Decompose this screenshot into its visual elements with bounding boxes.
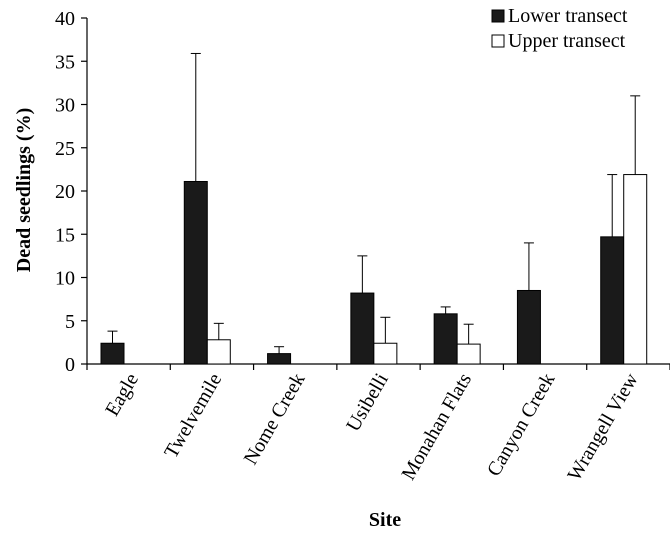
y-tick-label: 5 [65, 311, 75, 333]
bar-lower [267, 353, 292, 365]
x-category-labels: Eagle Twelvemile Nome Creek Usibelli Monahan… [101, 369, 643, 485]
bar-upper [206, 339, 231, 365]
y-tick-label: 20 [55, 181, 75, 203]
bar-lower [600, 236, 625, 365]
y-tick-label: 10 [55, 268, 75, 290]
y-tick-label: 40 [55, 8, 75, 30]
y-ticks: 0 5 10 15 20 25 30 35 40 [55, 8, 87, 376]
bar-lower [183, 180, 208, 365]
bar-lower [350, 292, 375, 365]
x-category-label: Canyon Creek [483, 370, 560, 481]
y-tick-label: 25 [55, 138, 75, 160]
bar-upper [456, 343, 481, 365]
error-bars [107, 52, 641, 354]
legend-label-lower: Lower transect [508, 5, 628, 27]
bars [100, 174, 648, 365]
x-category-label: Twelvemile [160, 369, 226, 462]
x-category-label: Usibelli [342, 369, 393, 435]
legend-swatch-lower [491, 9, 505, 23]
legend-swatch-upper [491, 34, 505, 48]
y-tick-label: 35 [55, 51, 75, 73]
x-category-label: Wrangell View [563, 369, 643, 485]
x-category-label: Nome Creek [240, 370, 310, 469]
bar-upper [623, 174, 648, 365]
bar-lower [433, 313, 458, 365]
y-axis-title: Dead seedlings (%) [13, 108, 35, 272]
x-axis-title: Site [369, 509, 401, 531]
y-tick-label: 0 [65, 354, 75, 376]
legend-label-upper: Upper transect [508, 30, 626, 52]
x-category-label: Monahan Flats [397, 369, 476, 484]
bar-lower [100, 342, 125, 365]
bar-lower [516, 289, 541, 365]
bar-upper [373, 342, 398, 365]
y-tick-label: 15 [55, 224, 75, 246]
axes [86, 18, 670, 370]
y-tick-label: 30 [55, 95, 75, 117]
legend: Lower transect Upper transect [491, 5, 628, 52]
x-category-label: Eagle [101, 369, 143, 420]
